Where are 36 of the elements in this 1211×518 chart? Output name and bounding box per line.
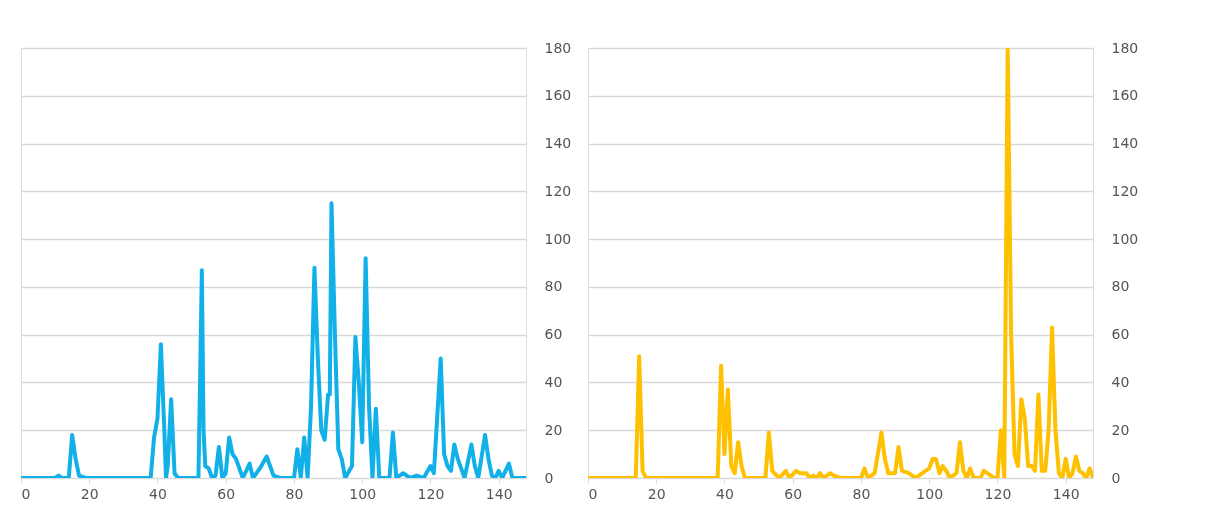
x-tick-label: 60	[784, 485, 803, 502]
y-tick-label: 100	[544, 230, 572, 247]
y-tick-label: 140	[1111, 135, 1139, 152]
y-tick-label: 60	[1111, 326, 1130, 343]
x-tick-label: 80	[852, 485, 871, 502]
y-tick-label: 100	[1111, 230, 1139, 247]
x-tick-label: 20	[647, 485, 666, 502]
x-tick-label: 40	[716, 485, 734, 502]
x-tick-label: 80	[285, 485, 304, 502]
x-tick-label: 100	[916, 485, 944, 502]
y-tick-label: 80	[1111, 278, 1130, 295]
y-tick-label: 20	[544, 421, 563, 438]
y-tick-label: 180	[1111, 39, 1139, 56]
x-tick-label: 0	[21, 485, 31, 502]
x-tick-label: 20	[80, 485, 99, 502]
y-tick-label: 120	[1111, 182, 1139, 199]
y-tick-label: 160	[1111, 87, 1139, 104]
x-tick-label: 60	[217, 485, 236, 502]
x-tick-label: 140	[485, 485, 513, 502]
y-tick-label: 160	[544, 87, 572, 104]
y-tick-label: 60	[544, 326, 563, 343]
x-tick-label: 140	[1052, 485, 1080, 502]
x-tick-label: 40	[149, 485, 167, 502]
y-tick-label: 20	[1111, 421, 1130, 438]
y-tick-label: 180	[544, 39, 572, 56]
y-tick-label: 40	[544, 373, 563, 390]
x-tick-label: 120	[417, 485, 445, 502]
y-tick-label: 40	[1111, 373, 1130, 390]
y-tick-label: 0	[1111, 469, 1121, 486]
y-tick-label: 120	[544, 182, 572, 199]
y-tick-label: 80	[544, 278, 563, 295]
x-tick-label: 100	[349, 485, 377, 502]
x-tick-label: 120	[984, 485, 1012, 502]
y-tick-label: 140	[544, 135, 572, 152]
y-tick-label: 0	[544, 469, 554, 486]
x-tick-label: 0	[588, 485, 598, 502]
